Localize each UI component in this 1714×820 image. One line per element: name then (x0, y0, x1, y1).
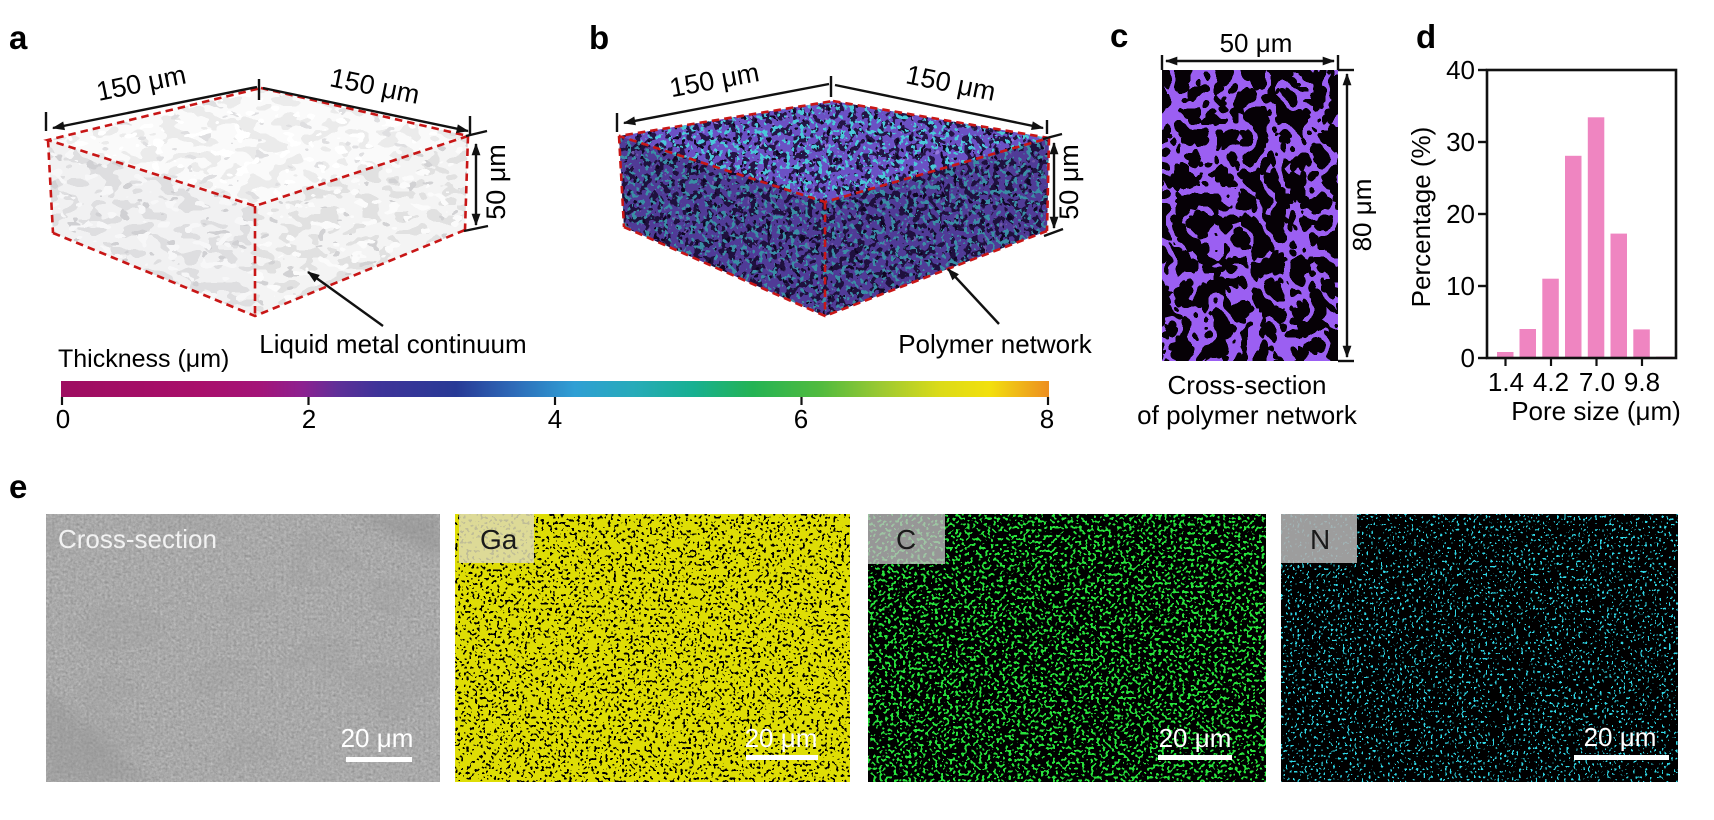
svg-text:of polymer network: of polymer network (1137, 400, 1358, 430)
svg-text:Cross-section: Cross-section (58, 524, 217, 554)
svg-text:7.0: 7.0 (1579, 367, 1615, 397)
svg-text:150 μm: 150 μm (94, 59, 189, 106)
svg-text:C: C (896, 524, 916, 555)
svg-text:b: b (589, 19, 609, 56)
svg-text:Polymer network: Polymer network (898, 329, 1093, 359)
svg-text:4: 4 (548, 404, 562, 434)
svg-text:30: 30 (1446, 127, 1475, 157)
svg-text:d: d (1416, 18, 1436, 55)
svg-text:Cross-section: Cross-section (1168, 370, 1327, 400)
svg-text:80 μm: 80 μm (1347, 179, 1377, 252)
svg-text:50 μm: 50 μm (481, 144, 511, 220)
svg-text:2: 2 (302, 404, 316, 434)
svg-text:4.2: 4.2 (1533, 367, 1569, 397)
svg-text:20 μm: 20 μm (745, 723, 818, 753)
svg-text:0: 0 (1461, 343, 1475, 373)
svg-text:Ga: Ga (480, 524, 518, 555)
svg-text:150 μm: 150 μm (327, 62, 422, 109)
svg-text:20 μm: 20 μm (1159, 723, 1232, 753)
svg-text:Percentage (%): Percentage (%) (1406, 127, 1436, 308)
svg-text:0: 0 (56, 404, 70, 434)
svg-text:N: N (1310, 524, 1330, 555)
svg-text:150 μm: 150 μm (903, 59, 998, 106)
svg-text:9.8: 9.8 (1624, 367, 1660, 397)
svg-text:50 μm: 50 μm (1220, 28, 1293, 58)
svg-text:50 μm: 50 μm (1054, 144, 1084, 220)
svg-text:40: 40 (1446, 55, 1475, 85)
svg-text:20 μm: 20 μm (1584, 722, 1657, 752)
svg-text:Liquid metal continuum: Liquid metal continuum (259, 329, 526, 359)
svg-text:c: c (1110, 17, 1128, 54)
svg-text:10: 10 (1446, 271, 1475, 301)
svg-text:6: 6 (794, 404, 808, 434)
svg-text:Pore size (μm): Pore size (μm) (1511, 396, 1681, 426)
svg-text:e: e (9, 468, 27, 505)
svg-text:8: 8 (1040, 404, 1054, 434)
svg-text:20: 20 (1446, 199, 1475, 229)
svg-text:150 μm: 150 μm (667, 57, 762, 103)
svg-text:1.4: 1.4 (1488, 367, 1524, 397)
svg-text:Thickness (μm): Thickness (μm) (58, 345, 229, 373)
svg-text:20 μm: 20 μm (341, 723, 414, 753)
svg-text:a: a (9, 19, 28, 56)
